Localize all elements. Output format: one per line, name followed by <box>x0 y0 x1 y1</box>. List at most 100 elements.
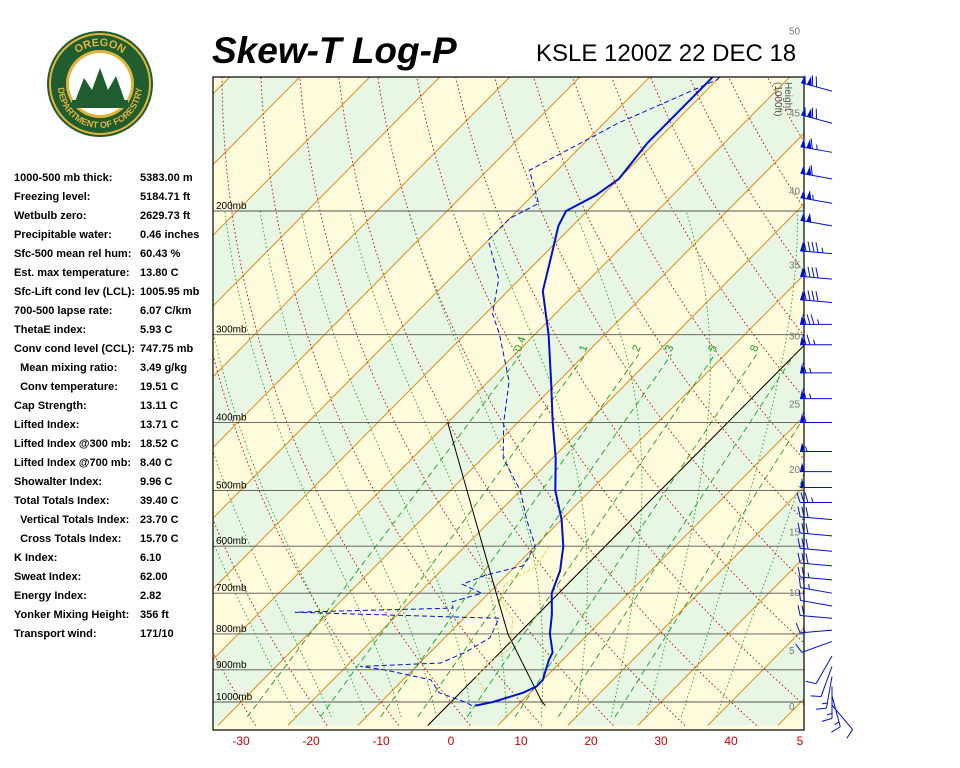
wind-barb <box>798 590 833 607</box>
stat-value: 2629.73 ft <box>140 210 191 222</box>
tree-icon <box>74 68 126 104</box>
mixing-ratio-label: 0.4 <box>512 335 529 353</box>
mixing-ratio-label: 1 <box>577 344 590 354</box>
wind-barb <box>797 538 833 552</box>
stat-value: 356 ft <box>140 609 169 621</box>
isobar-label: 500mb <box>216 481 247 492</box>
stat-value: 2.82 <box>140 590 162 602</box>
stat-value: 8.40 C <box>140 457 173 469</box>
stat-value: 6.10 <box>140 552 162 564</box>
stat-label: Conv temperature: <box>14 381 118 393</box>
stat-value: 5383.00 m <box>140 172 193 184</box>
wind-barb <box>800 462 832 473</box>
stat-label: Energy Index: <box>14 590 87 602</box>
stat-value: 23.70 C <box>140 514 179 526</box>
wind-barb <box>800 266 833 280</box>
isobar-label: 400mb <box>216 412 247 423</box>
height-label: 50 <box>789 27 801 38</box>
svg-text:OREGON: OREGON <box>72 37 127 56</box>
wind-barb <box>800 289 833 304</box>
stat-label: K Index: <box>14 552 58 564</box>
stat-label: Sfc-Lift cond lev (LCL): <box>14 286 135 298</box>
x-tick-label: 20 <box>584 734 598 748</box>
oregon-forestry-logo: OREGON DEPARTMENT OF FORESTRY <box>47 31 153 137</box>
stat-label: Wetbulb zero: <box>14 210 87 222</box>
isobar-label: 700mb <box>216 583 247 594</box>
height-label: 15 <box>789 528 801 539</box>
height-axis-unit: (1000ft) <box>772 82 783 116</box>
dewpoint-line <box>294 77 721 707</box>
wind-barb <box>800 334 832 346</box>
station-time-label: KSLE 1200Z 22 DEC 18 <box>536 40 797 67</box>
mixing-ratio-label: 5 <box>706 344 719 354</box>
x-tick-label: 10 <box>514 734 528 748</box>
wind-barb <box>821 686 833 722</box>
stat-label: Mean mixing ratio: <box>14 362 118 374</box>
wind-barb <box>800 138 833 153</box>
isobar-label: 600mb <box>216 536 247 547</box>
wind-barb <box>800 314 832 325</box>
wind-barb <box>800 164 833 180</box>
wind-barb <box>800 106 833 124</box>
stat-value: 39.40 C <box>140 495 179 507</box>
x-tick-label: 0 <box>448 734 455 748</box>
wetbulb-line <box>475 545 550 690</box>
wind-barb <box>797 522 833 537</box>
stat-label: Sweat Index: <box>14 571 82 583</box>
logo-top-text: OREGON <box>72 37 127 56</box>
wind-barb <box>797 566 833 581</box>
x-tick-label: -10 <box>372 734 390 748</box>
stat-label: 700-500 lapse rate: <box>14 305 113 317</box>
x-tick-label: 40 <box>724 734 738 748</box>
stat-value: 18.52 C <box>140 438 179 450</box>
stat-label: Conv cond level (CCL): <box>14 343 136 355</box>
wind-barb <box>795 622 833 634</box>
stat-label: Sfc-500 mean rel hum: <box>14 248 132 260</box>
isobar-label: 800mb <box>216 624 247 635</box>
height-label: 5 <box>789 646 795 657</box>
mixing-ratio-label: 2 <box>630 344 643 354</box>
stat-label: Total Totals Index: <box>14 495 110 507</box>
height-label: 30 <box>789 332 801 343</box>
x-tick-label: 5 <box>797 734 804 748</box>
wind-barb <box>831 695 841 733</box>
stat-label: Yonker Mixing Height: <box>14 609 130 621</box>
wind-barb <box>796 492 832 504</box>
x-tick-label: -30 <box>232 734 250 748</box>
wind-barb <box>805 655 833 685</box>
stat-value: 13.80 C <box>140 267 179 279</box>
isobar-label: 300mb <box>216 325 247 336</box>
height-label: 20 <box>789 465 801 476</box>
stat-label: Freezing level: <box>14 191 91 203</box>
stat-label: Showalter Index: <box>14 476 103 488</box>
stat-label: Vertical Totals Index: <box>14 514 130 526</box>
height-label: 10 <box>789 588 801 599</box>
height-label: 0 <box>789 702 795 713</box>
stat-label: 1000-500 mb thick: <box>14 172 113 184</box>
isobar-label: 200mb <box>216 201 247 212</box>
wind-barb <box>800 74 833 92</box>
stat-label: Transport wind: <box>14 628 97 640</box>
height-label: 25 <box>789 400 801 411</box>
wind-barb <box>800 442 832 453</box>
isobar-label: 900mb <box>216 660 247 671</box>
wind-barb <box>810 666 833 698</box>
wind-barb <box>800 211 833 227</box>
stat-value: 5184.71 ft <box>140 191 191 203</box>
wind-barb <box>831 704 853 739</box>
x-tick-label: 30 <box>654 734 668 748</box>
stat-label: Lifted Index @300 mb: <box>14 438 132 450</box>
stat-label: Precipitable water: <box>14 229 112 241</box>
plot-frame <box>212 76 805 731</box>
stat-value: 3.49 g/kg <box>140 362 188 374</box>
stat-value: 13.11 C <box>140 400 178 412</box>
stat-label: ThetaE index: <box>14 324 87 336</box>
stat-value: 62.00 <box>140 571 168 583</box>
stat-value: 15.70 C <box>140 533 179 545</box>
height-label: 45 <box>789 109 801 120</box>
wind-barb <box>816 676 833 710</box>
isobar-label: 1000mb <box>216 692 253 703</box>
stat-value: 747.75 mb <box>140 343 194 355</box>
wind-barb <box>797 552 833 567</box>
